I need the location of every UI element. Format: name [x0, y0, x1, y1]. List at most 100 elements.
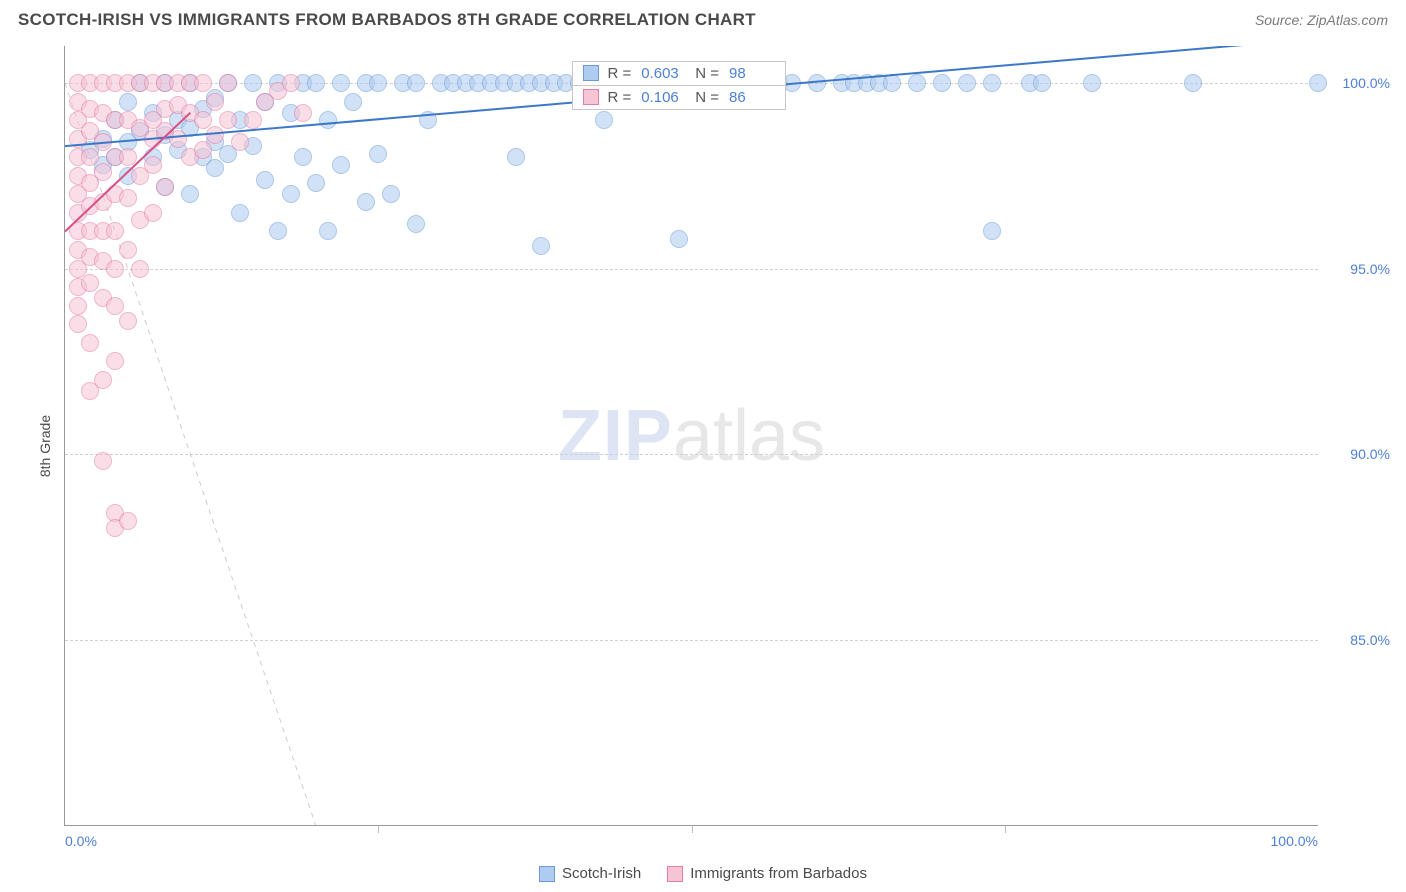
data-point	[332, 74, 350, 92]
data-point	[119, 312, 137, 330]
data-point	[194, 141, 212, 159]
stat-value-n: 98	[729, 65, 775, 82]
data-point	[119, 241, 137, 259]
data-point	[69, 297, 87, 315]
x-tick	[378, 825, 379, 833]
data-point	[294, 104, 312, 122]
data-point	[294, 148, 312, 166]
watermark-zip: ZIP	[558, 396, 673, 476]
gridline-h	[65, 269, 1318, 270]
data-point	[357, 193, 375, 211]
data-point	[369, 145, 387, 163]
data-point	[119, 148, 137, 166]
legend-swatch	[539, 866, 555, 882]
y-tick-label: 85.0%	[1324, 632, 1390, 648]
legend-swatch	[667, 866, 683, 882]
chart-title: SCOTCH-IRISH VS IMMIGRANTS FROM BARBADOS…	[18, 10, 756, 30]
data-point	[808, 74, 826, 92]
legend-label: Scotch-Irish	[562, 865, 641, 882]
data-point	[206, 159, 224, 177]
data-point	[883, 74, 901, 92]
data-point	[532, 237, 550, 255]
data-point	[344, 93, 362, 111]
data-point	[156, 178, 174, 196]
data-point	[94, 133, 112, 151]
data-point	[219, 111, 237, 129]
data-point	[81, 274, 99, 292]
legend-label: Immigrants from Barbados	[690, 865, 867, 882]
plot-area: ZIPatlas 85.0%90.0%95.0%100.0%0.0%100.0%…	[64, 46, 1318, 826]
data-point	[231, 204, 249, 222]
legend-stats-row: R = 0.106 N = 86	[573, 86, 785, 109]
bottom-legend-item: Scotch-Irish	[539, 865, 641, 882]
data-point	[332, 156, 350, 174]
data-point	[106, 352, 124, 370]
data-point	[908, 74, 926, 92]
data-point	[369, 74, 387, 92]
diagonal-guide	[65, 46, 1318, 825]
data-point	[81, 148, 99, 166]
stat-label-n: N =	[695, 89, 719, 106]
data-point	[169, 130, 187, 148]
data-point	[1033, 74, 1051, 92]
stat-label-n: N =	[695, 65, 719, 82]
data-point	[419, 111, 437, 129]
x-tick	[1005, 825, 1006, 833]
data-point	[206, 126, 224, 144]
chart-container: 8th Grade ZIPatlas 85.0%90.0%95.0%100.0%…	[18, 42, 1398, 850]
data-point	[983, 74, 1001, 92]
legend-stats-box: R = 0.603 N = 98 R = 0.106 N = 86	[572, 61, 786, 110]
data-point	[106, 297, 124, 315]
gridline-h	[65, 454, 1318, 455]
stat-value-r: 0.106	[641, 89, 687, 106]
x-tick	[692, 825, 693, 833]
data-point	[983, 222, 1001, 240]
data-point	[1083, 74, 1101, 92]
data-point	[194, 74, 212, 92]
data-point	[231, 133, 249, 151]
data-point	[382, 185, 400, 203]
y-tick-label: 90.0%	[1324, 446, 1390, 462]
stat-value-r: 0.603	[641, 65, 687, 82]
data-point	[219, 74, 237, 92]
data-point	[407, 215, 425, 233]
data-point	[119, 189, 137, 207]
stat-label-r: R =	[607, 65, 631, 82]
legend-swatch	[583, 65, 599, 81]
x-tick-label-right: 100.0%	[1271, 833, 1318, 849]
legend-stats-row: R = 0.603 N = 98	[573, 62, 785, 86]
data-point	[244, 74, 262, 92]
gridline-h	[65, 640, 1318, 641]
data-point	[94, 371, 112, 389]
data-point	[407, 74, 425, 92]
data-point	[106, 222, 124, 240]
data-point	[144, 156, 162, 174]
data-point	[119, 512, 137, 530]
data-point	[119, 93, 137, 111]
data-point	[1184, 74, 1202, 92]
data-point	[131, 260, 149, 278]
data-point	[1309, 74, 1327, 92]
data-point	[94, 452, 112, 470]
data-point	[282, 185, 300, 203]
bottom-legend: Scotch-Irish Immigrants from Barbados	[0, 865, 1406, 882]
data-point	[933, 74, 951, 92]
y-tick-label: 95.0%	[1324, 261, 1390, 277]
data-point	[319, 111, 337, 129]
y-tick-label: 100.0%	[1324, 75, 1390, 91]
watermark: ZIPatlas	[558, 395, 825, 477]
data-point	[256, 171, 274, 189]
data-point	[282, 74, 300, 92]
data-point	[307, 74, 325, 92]
data-point	[244, 111, 262, 129]
bottom-legend-item: Immigrants from Barbados	[667, 865, 867, 882]
stat-label-r: R =	[607, 89, 631, 106]
data-point	[958, 74, 976, 92]
data-point	[144, 204, 162, 222]
stat-value-n: 86	[729, 89, 775, 106]
data-point	[307, 174, 325, 192]
data-point	[595, 111, 613, 129]
data-point	[194, 111, 212, 129]
data-point	[670, 230, 688, 248]
data-point	[106, 260, 124, 278]
